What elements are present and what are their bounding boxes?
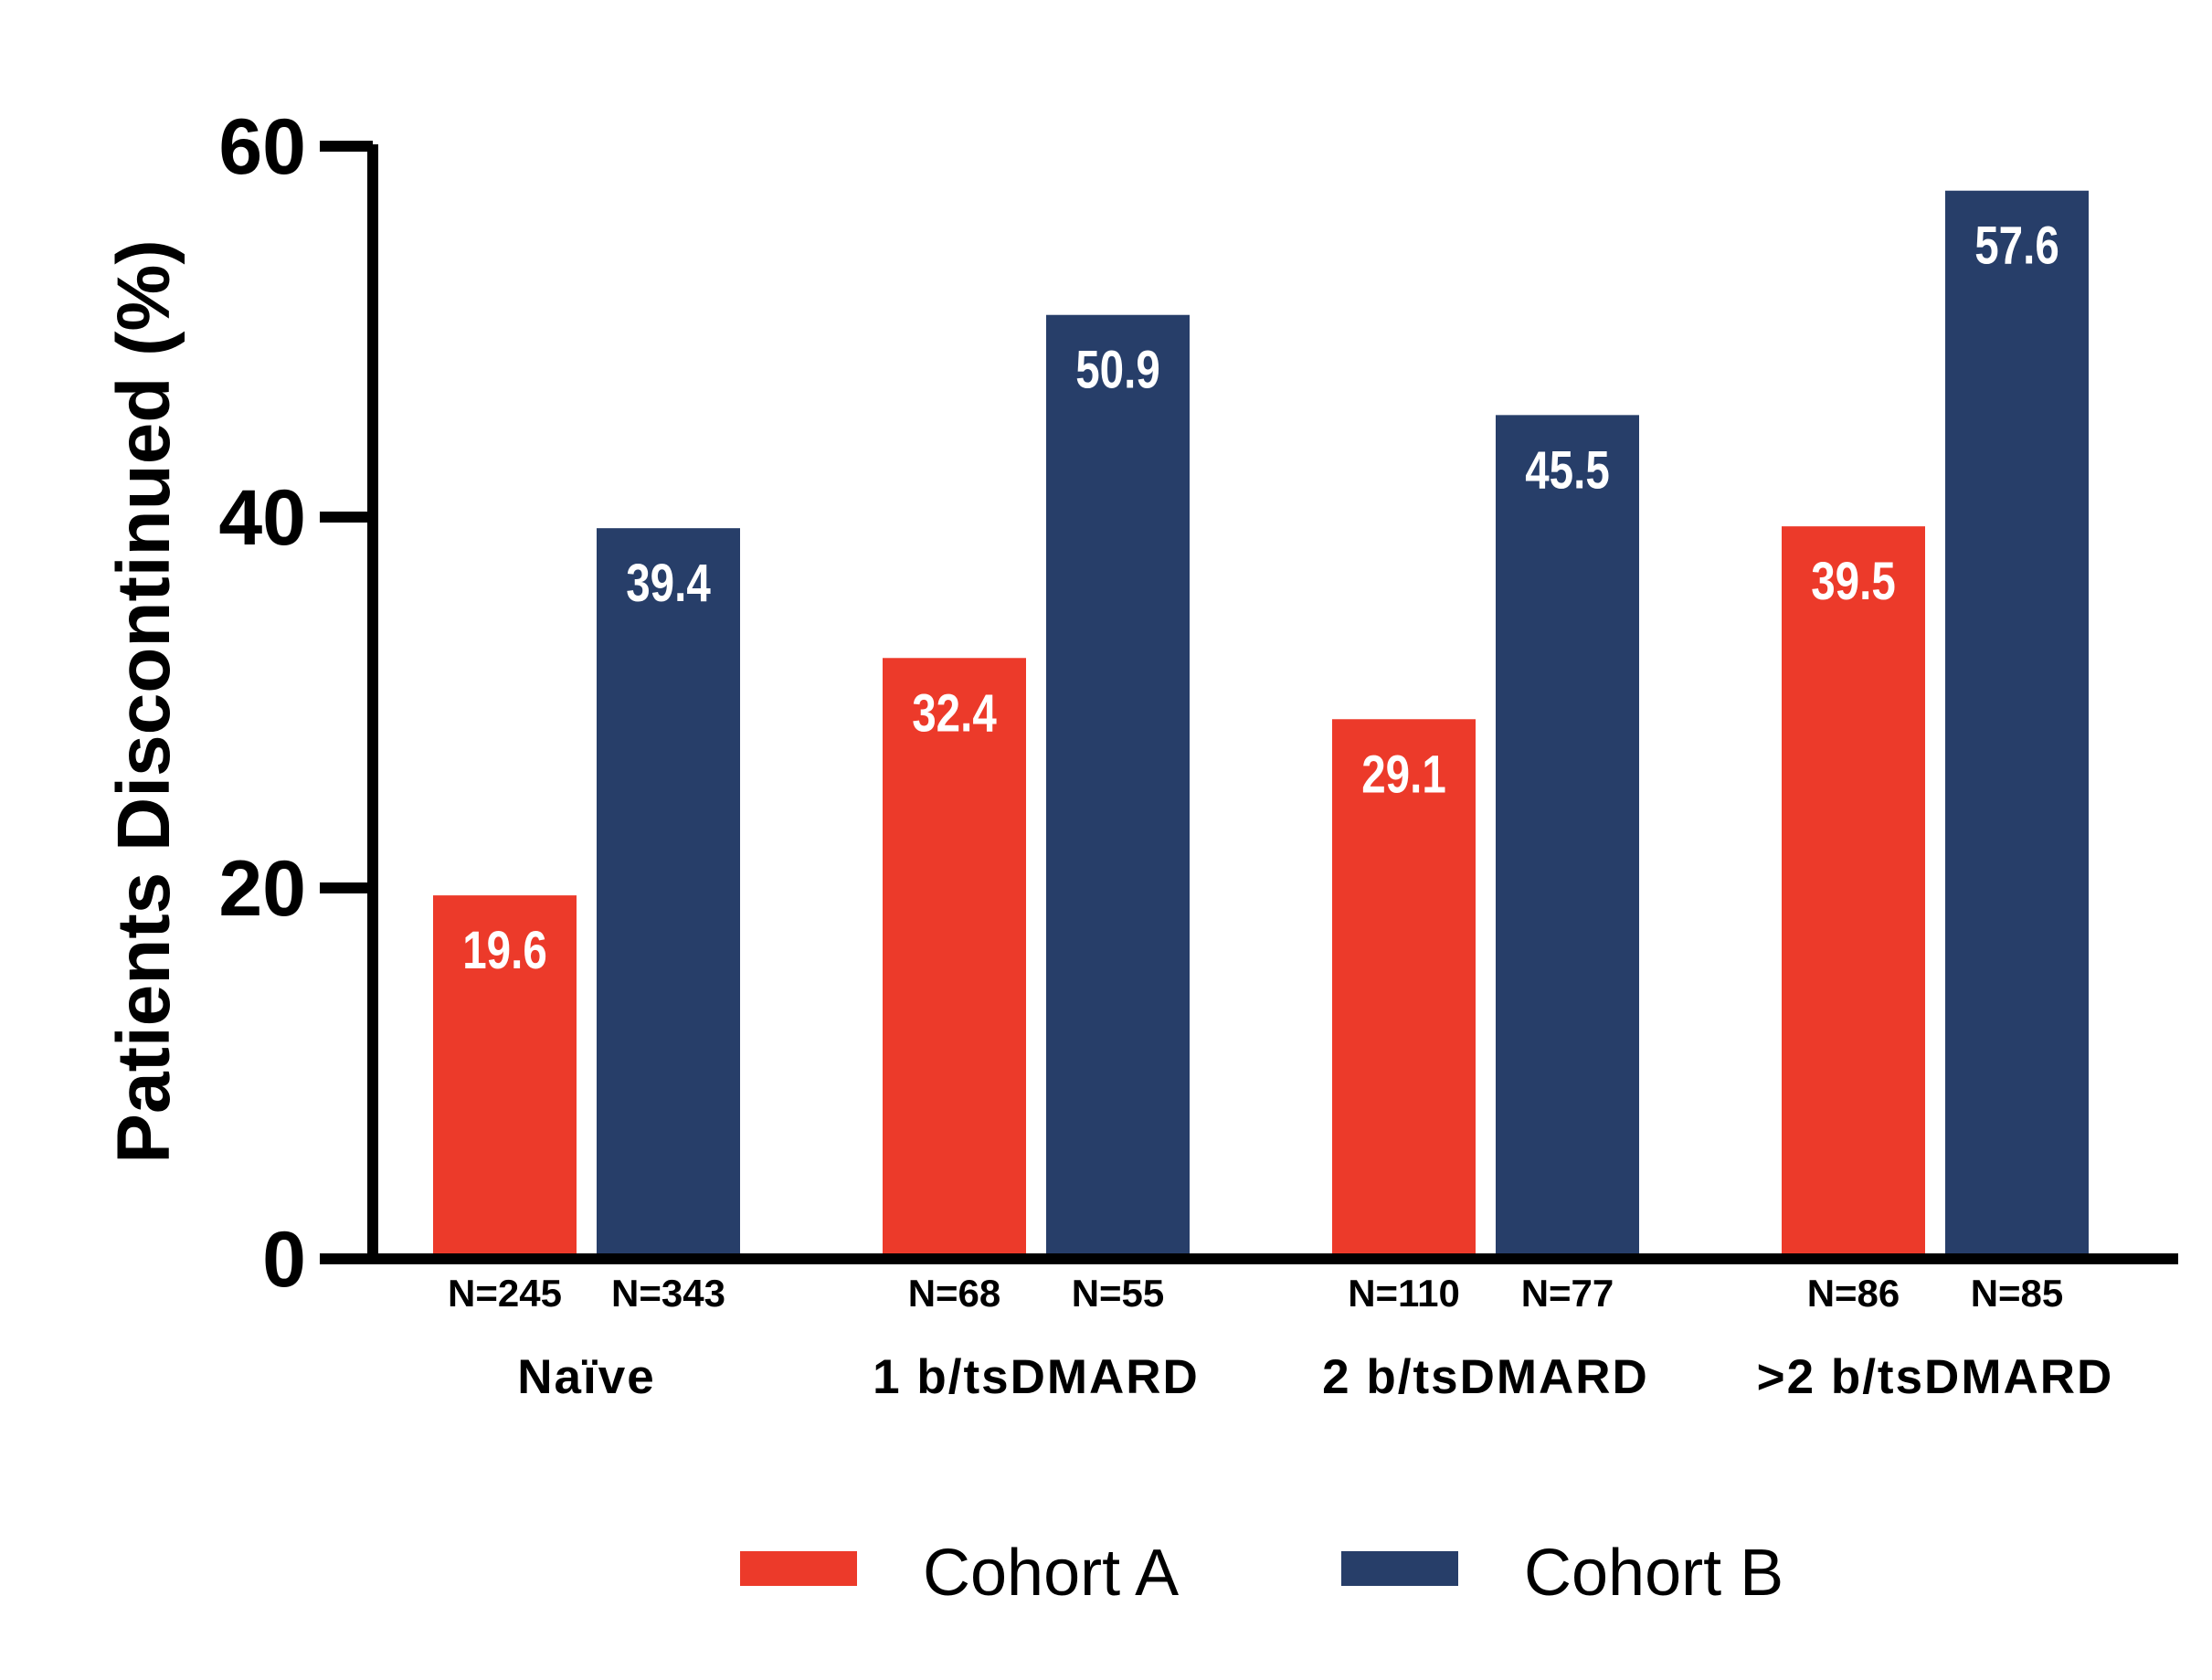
- bar-cohort-a-0: [433, 895, 577, 1259]
- category-label: Naïve: [517, 1350, 655, 1404]
- legend-label: Cohort B: [1524, 1537, 1783, 1610]
- sample-size-label: N=77: [1521, 1272, 1614, 1315]
- bar-cohort-b-2: [1496, 415, 1639, 1260]
- bar-cohort-a-3: [1782, 526, 1925, 1259]
- bar-cohort-b-3: [1945, 190, 2089, 1260]
- sample-size-label: N=343: [611, 1272, 725, 1315]
- bar-value-label: 39.4: [626, 555, 711, 614]
- y-tick-label: 0: [262, 1216, 306, 1304]
- legend-swatch: [740, 1551, 857, 1586]
- y-tick-label: 40: [218, 474, 306, 562]
- bar-cohort-b-0: [597, 528, 740, 1259]
- category-label: >2 b/tsDMARD: [1757, 1350, 2114, 1404]
- sample-size-label: N=55: [1072, 1272, 1165, 1315]
- bar-cohort-b-1: [1046, 314, 1190, 1260]
- sample-size-label: N=68: [908, 1272, 1001, 1315]
- x-axis-labels: N=245 N=68 N=110 N=86 N=343 N=55 N=77 N=85 Naïve…: [448, 1272, 2114, 1404]
- bars-layer: [433, 190, 2089, 1260]
- axes: 0 20 40 60: [218, 103, 2178, 1304]
- sample-size-label: N=110: [1348, 1272, 1460, 1315]
- bar-value-label: 32.4: [912, 684, 997, 744]
- y-tick-label: 20: [218, 845, 306, 933]
- legend-swatch: [1341, 1551, 1458, 1586]
- bar-value-label: 45.5: [1525, 441, 1610, 501]
- bar-value-labels: 19.6 32.4 29.1 39.5 39.4 50.9 45.5 57.6: [462, 217, 2059, 980]
- legend: Cohort A Cohort B: [740, 1537, 1783, 1610]
- y-tick-label: 60: [218, 103, 306, 191]
- sample-size-label: N=85: [1971, 1272, 2064, 1315]
- bar-cohort-a-1: [883, 658, 1026, 1259]
- legend-label: Cohort A: [923, 1537, 1179, 1610]
- bar-value-label: 39.5: [1811, 553, 1896, 612]
- bar-value-label: 50.9: [1075, 341, 1160, 400]
- sample-size-label: N=245: [448, 1272, 562, 1315]
- category-label: 2 b/tsDMARD: [1322, 1350, 1649, 1404]
- bar-value-label: 29.1: [1361, 745, 1446, 805]
- bar-value-label: 57.6: [1974, 217, 2059, 276]
- sample-size-label: N=86: [1807, 1272, 1900, 1315]
- bar-value-label: 19.6: [462, 922, 547, 981]
- y-axis-title: Patients Discontinued (%): [102, 239, 185, 1163]
- bar-cohort-a-2: [1332, 719, 1476, 1259]
- category-label: 1 b/tsDMARD: [873, 1350, 1200, 1404]
